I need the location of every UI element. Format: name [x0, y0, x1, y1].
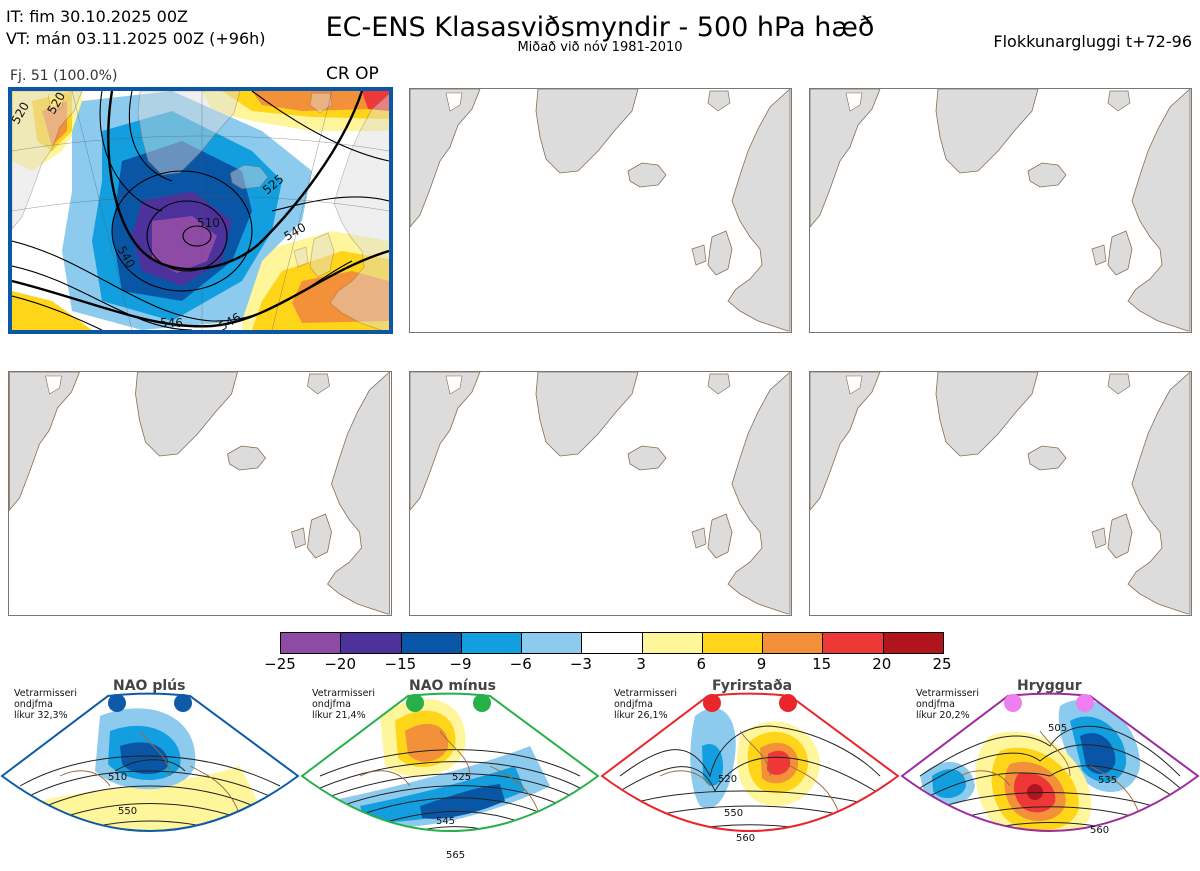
regime-title: NAO mínus: [409, 678, 496, 694]
cluster-map-6[interactable]: [809, 371, 1192, 616]
contour-label: 520: [718, 774, 737, 785]
regime-map: 505 535 560: [900, 692, 1200, 836]
regime-stat-line: Vetrarmisseri: [312, 688, 375, 699]
cluster-map-3[interactable]: [809, 88, 1192, 333]
colorbar-swatch: [762, 633, 823, 653]
regime-marker: [1004, 694, 1022, 712]
colorbar: [280, 632, 944, 654]
regime-marker: [703, 694, 721, 712]
cluster-map-5[interactable]: [409, 371, 792, 616]
colorbar-tick: −20: [324, 655, 356, 673]
colorbar-tick: −25: [264, 655, 296, 673]
regime-stat-line: Vetrarmisseri: [614, 688, 677, 699]
blank-map-svg: [410, 372, 791, 615]
cluster-map-4[interactable]: [8, 371, 392, 616]
colorbar-tick: −15: [384, 655, 417, 673]
init-time: IT: fim 30.10.2025 00Z: [6, 7, 188, 26]
blank-map-svg: [810, 89, 1191, 332]
regime-map: 510 550: [0, 692, 300, 832]
regime-marker: [779, 694, 797, 712]
regime-title: Hryggur: [1017, 678, 1082, 694]
regime-stat-line: ondjfma: [14, 699, 53, 710]
regime-stats: Vetrarmisseri ondjfma líkur 26,1%: [614, 688, 677, 721]
contour-label: 545: [436, 816, 455, 827]
blank-map-svg: [410, 89, 791, 332]
regime-stat-line: líkur 21,4%: [312, 710, 366, 721]
colorbar-ticks: −25 −20 −15 −9 −6 −3 3 6 9 15 20 25: [264, 655, 951, 673]
cluster-tags: CR OP: [326, 64, 379, 84]
regime-panel-nao-minus[interactable]: Vetrarmisseri ondjfma líkur 21,4% NAO mí…: [300, 676, 600, 871]
regime-panel-nao-plus[interactable]: Vetrarmisseri ondjfma líkur 32,3% NAO pl…: [0, 676, 300, 871]
contour-label: 560: [1090, 825, 1109, 836]
regime-marker: [473, 694, 491, 712]
contour-label: 535: [1098, 775, 1117, 786]
colorbar-swatch: [400, 633, 461, 653]
colorbar-tick: 3: [636, 655, 646, 673]
regime-stat-line: líkur 26,1%: [614, 710, 668, 721]
colorbar-swatch: [701, 633, 763, 653]
colorbar-tick: 20: [872, 655, 892, 673]
colorbar-swatch: [521, 633, 582, 653]
regime-stat-line: ondjfma: [916, 699, 955, 710]
colorbar-tick: 25: [932, 655, 952, 673]
colorbar-swatch: [641, 633, 702, 653]
regime-title: Fyrirstaða: [712, 678, 793, 694]
regime-stat-line: Vetrarmisseri: [14, 688, 77, 699]
page-subtitle: Miðað við nóv 1981-2010: [517, 40, 683, 55]
colorbar-tick: 9: [756, 655, 767, 673]
colorbar-tick: −3: [569, 655, 592, 673]
colorbar-swatch: [460, 633, 522, 653]
page-title: EC-ENS Klasasviðsmyndir - 500 hPa hæð: [325, 12, 875, 43]
blank-map-svg: [810, 372, 1191, 615]
regime-title: NAO plús: [113, 678, 186, 694]
contour-label: 560: [736, 833, 755, 844]
regime-stats: Vetrarmisseri ondjfma líkur 32,3%: [14, 688, 77, 721]
contour-label: 510: [108, 772, 127, 783]
regime-stats: Vetrarmisseri ondjfma líkur 20,2%: [916, 688, 979, 721]
contour-label: 550: [118, 806, 137, 817]
contour-label: 525: [452, 772, 471, 783]
regime-panel-ridge[interactable]: Vetrarmisseri ondjfma líkur 20,2% Hryggu…: [900, 676, 1200, 871]
regime-stat-line: ondjfma: [614, 699, 653, 710]
cluster-map-2[interactable]: [409, 88, 792, 333]
regime-stats: Vetrarmisseri ondjfma líkur 21,4%: [312, 688, 375, 721]
regime-marker: [1076, 694, 1094, 712]
colorbar-tick: −6: [509, 655, 532, 673]
colorbar-swatch: [822, 633, 883, 653]
header-info: IT: fim 30.10.2025 00Z VT: mán 03.11.202…: [6, 6, 266, 50]
regime-stat-line: líkur 20,2%: [916, 710, 970, 721]
regime-marker: [406, 694, 424, 712]
colorbar-tick: 6: [696, 655, 707, 673]
regime-stat-line: líkur 32,3%: [14, 710, 68, 721]
cluster-label: Fj. 51 (100.0%): [10, 68, 118, 84]
colorbar-swatch: [281, 633, 341, 653]
colorbar-tick: −9: [449, 655, 472, 673]
regime-marker: [174, 694, 192, 712]
cluster-map-svg: 510 525 540 540 546 546 520 520: [12, 91, 389, 330]
classification-window: Flokkunargluggi t+72-96: [993, 32, 1192, 51]
blank-map-svg: [9, 372, 390, 615]
valid-time: VT: mán 03.11.2025 00Z (+96h): [6, 29, 266, 48]
contour-label: 510: [197, 216, 220, 230]
cluster-map-1[interactable]: 510 525 540 540 546 546 520 520: [8, 87, 393, 334]
colorbar-tick: 15: [812, 655, 832, 673]
regime-map: 520 550 560: [600, 692, 900, 844]
contour-label: 505: [1048, 723, 1067, 734]
regime-marker: [108, 694, 126, 712]
contour-label: 550: [724, 808, 743, 819]
contour-label: 546: [160, 316, 183, 330]
colorbar-swatch: [581, 633, 642, 653]
regime-stat-line: ondjfma: [312, 699, 351, 710]
regime-map: 525 545 565: [300, 692, 600, 861]
regime-panel-blocking[interactable]: Vetrarmisseri ondjfma líkur 26,1% Fyrirs…: [600, 676, 900, 871]
regime-stat-line: Vetrarmisseri: [916, 688, 979, 699]
contour-label: 565: [446, 850, 465, 861]
colorbar-swatch: [882, 633, 943, 653]
colorbar-swatch: [340, 633, 401, 653]
